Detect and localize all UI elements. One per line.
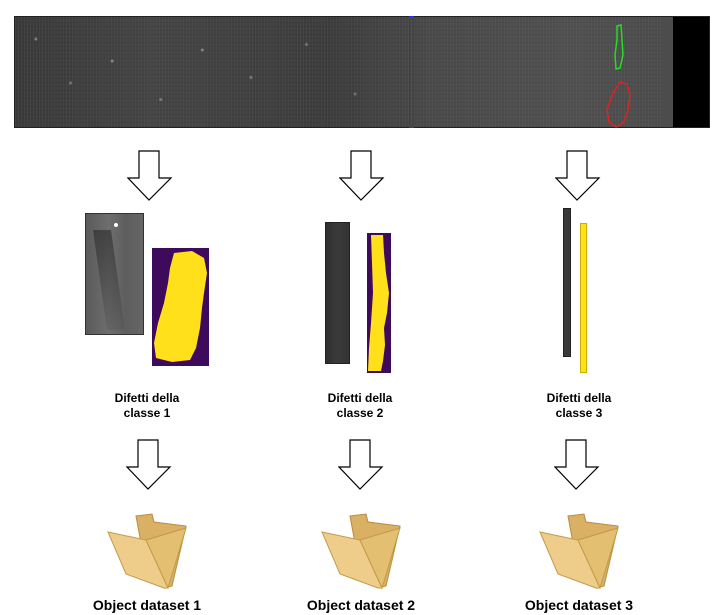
steel-strip-edge bbox=[673, 17, 709, 127]
class2-defect-outline bbox=[409, 16, 414, 128]
down-arrow-icon bbox=[554, 439, 600, 490]
class2-label-line2: classe 2 bbox=[336, 406, 384, 420]
class1-mask-shape bbox=[154, 251, 207, 362]
class3-defect-outline bbox=[614, 24, 624, 70]
down-arrow-icon bbox=[555, 150, 601, 201]
class1-label-line2: classe 1 bbox=[123, 406, 171, 420]
class3-label-line2: classe 3 bbox=[555, 406, 603, 420]
class3-label: Difetti della classe 3 bbox=[514, 391, 644, 421]
defect-outlines bbox=[606, 24, 631, 128]
steel-strip-image bbox=[14, 16, 710, 128]
class3-defect-mask bbox=[580, 223, 587, 373]
down-arrow-icon bbox=[126, 439, 172, 490]
folder-icon bbox=[107, 513, 187, 590]
folder-icon bbox=[321, 513, 401, 590]
class1-label-line1: Difetti della bbox=[114, 391, 180, 405]
folder-icon bbox=[539, 513, 619, 590]
class3-label-line1: Difetti della bbox=[546, 391, 612, 405]
dataset1-label: Object dataset 1 bbox=[92, 597, 202, 613]
dataset2-label: Object dataset 2 bbox=[306, 597, 416, 613]
dataset3-label: Object dataset 3 bbox=[524, 597, 634, 613]
class3-defect-crop bbox=[563, 208, 571, 357]
class1-defect-spot bbox=[114, 223, 118, 227]
down-arrow-icon bbox=[339, 150, 385, 201]
steel-strip-texture bbox=[15, 17, 663, 127]
class2-label-line1: Difetti della bbox=[327, 391, 393, 405]
down-arrow-icon bbox=[338, 439, 384, 490]
down-arrow-icon bbox=[127, 150, 173, 201]
class2-mask-shape bbox=[368, 235, 389, 371]
class2-label: Difetti della classe 2 bbox=[295, 391, 425, 421]
class2-defect-crop bbox=[325, 222, 350, 364]
class1-defect-outline bbox=[606, 81, 631, 128]
class1-label: Difetti della classe 1 bbox=[82, 391, 212, 421]
